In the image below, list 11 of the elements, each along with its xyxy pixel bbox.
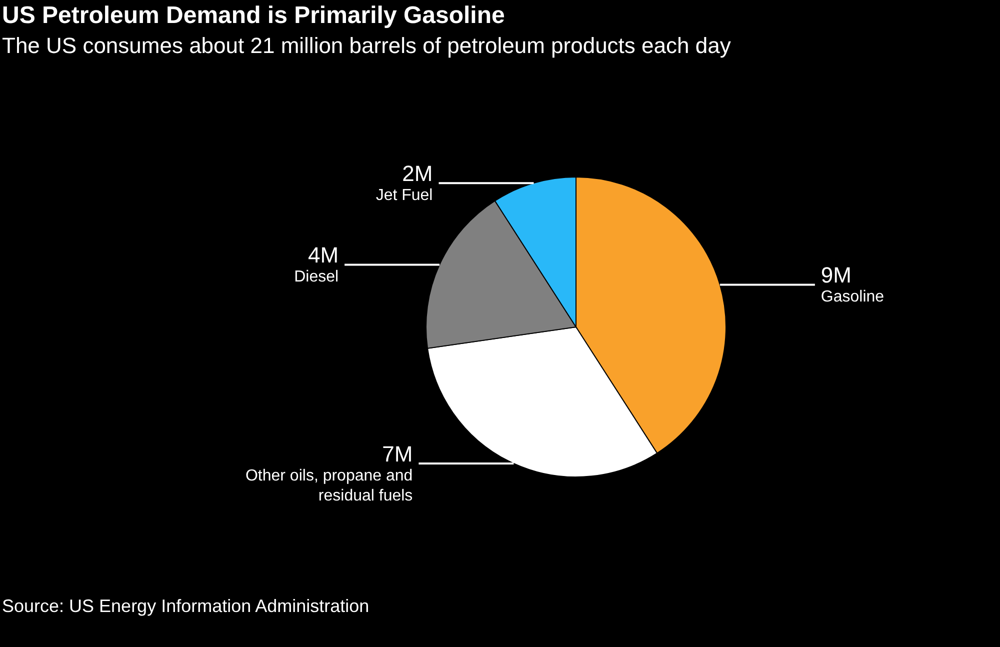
data-label: 4M <box>308 242 339 268</box>
data-label: 9M <box>820 262 852 288</box>
data-label: 7M <box>382 441 413 466</box>
slice-label: Other oils, propane and residual fuels <box>245 467 413 504</box>
data-label: 2M <box>402 161 433 186</box>
source-note: Source: US Energy Information Administration <box>2 596 370 616</box>
slice-label: Diesel <box>294 268 339 286</box>
slice-label: Jet Fuel <box>376 187 433 204</box>
chart-title: US Petroleum Demand is Primarily Gasoline <box>2 2 505 29</box>
slice-label: Gasoline <box>820 288 884 306</box>
chart-subtitle: The US consumes about 21 million barrels of petroleum products each day <box>2 33 731 58</box>
